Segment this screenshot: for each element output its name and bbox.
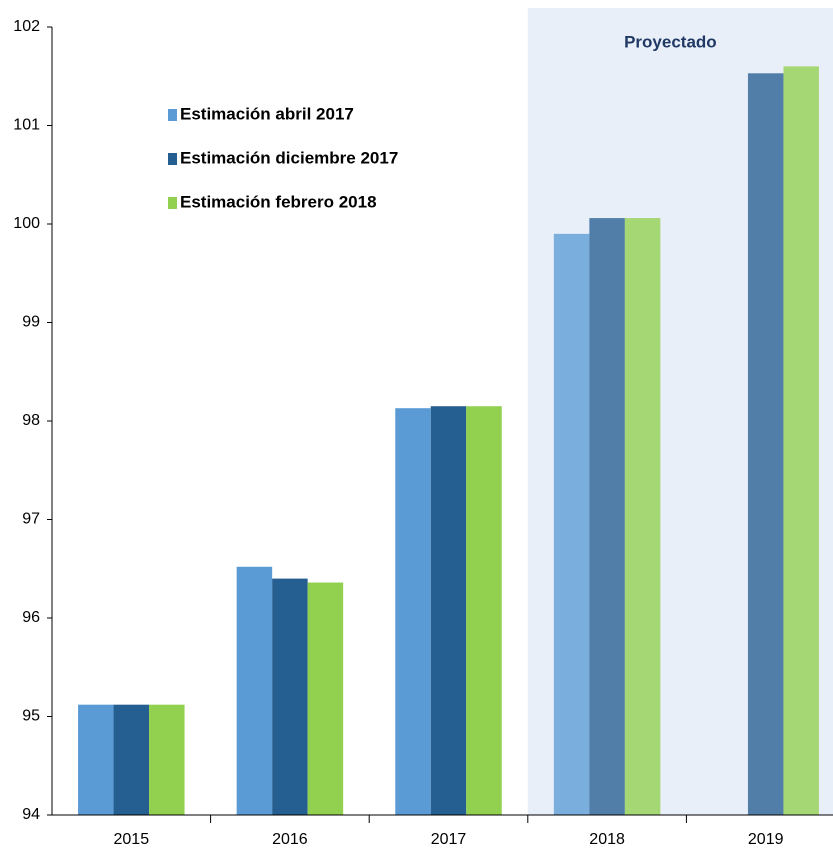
x-tick-label: 2019 bbox=[748, 831, 784, 848]
x-tick-label: 2016 bbox=[272, 831, 308, 848]
bar bbox=[466, 406, 502, 815]
bar bbox=[747, 73, 784, 816]
y-tick-label: 100 bbox=[13, 215, 40, 232]
y-tick-label: 94 bbox=[22, 806, 40, 823]
shaded-region-label: Proyectado bbox=[624, 32, 717, 51]
legend-swatch bbox=[168, 109, 177, 121]
y-tick-label: 95 bbox=[22, 708, 40, 725]
legend-swatch bbox=[168, 153, 177, 165]
bar bbox=[78, 704, 114, 815]
bar bbox=[149, 704, 185, 815]
bar bbox=[236, 566, 273, 815]
legend-swatch bbox=[168, 197, 177, 209]
y-tick-label: 99 bbox=[22, 314, 40, 331]
bar bbox=[307, 582, 344, 815]
legend-text: Estimación abril 2017 bbox=[180, 104, 354, 123]
y-tick-label: 101 bbox=[13, 117, 40, 134]
x-tick-label: 2015 bbox=[114, 831, 150, 848]
x-tick-label: 2017 bbox=[431, 831, 467, 848]
bar bbox=[553, 233, 590, 816]
bar bbox=[113, 704, 150, 815]
legend-text: Estimación diciembre 2017 bbox=[180, 148, 398, 167]
legend-text: Estimación febrero 2018 bbox=[180, 192, 377, 211]
y-tick-label: 96 bbox=[22, 609, 40, 626]
bar bbox=[430, 406, 467, 815]
x-tick-label: 2018 bbox=[589, 831, 625, 848]
y-tick-label: 97 bbox=[22, 511, 40, 528]
bar bbox=[589, 218, 625, 816]
y-tick-label: 98 bbox=[22, 412, 40, 429]
bar bbox=[272, 578, 308, 815]
bar bbox=[395, 408, 431, 815]
y-tick-label: 102 bbox=[13, 18, 40, 35]
bar bbox=[783, 66, 819, 815]
bar bbox=[624, 218, 661, 816]
